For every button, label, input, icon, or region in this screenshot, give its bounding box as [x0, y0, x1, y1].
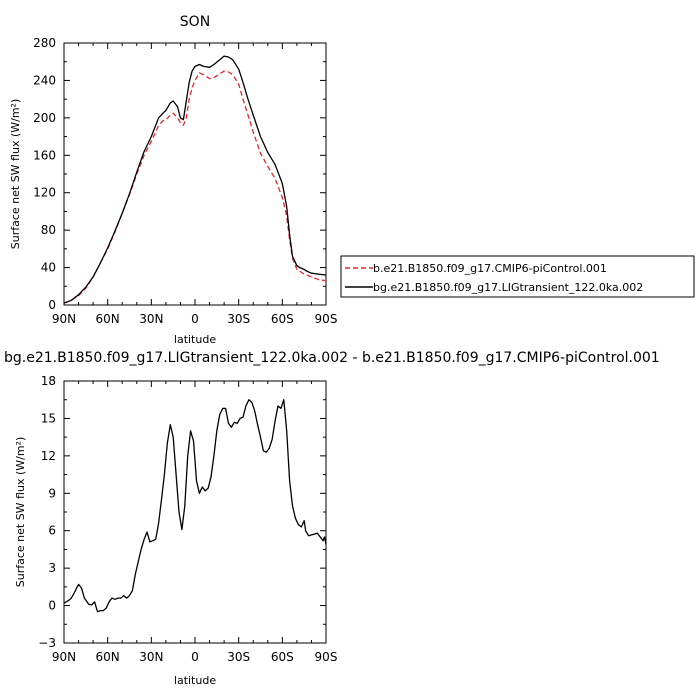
- bottom-x-tick-label: 30S: [227, 650, 250, 664]
- top-x-tick-label: 30S: [227, 312, 250, 326]
- top-panel: SON 0 40 80 120 160 200 240 280 90N 60N 30N 0 30S 60…: [9, 14, 337, 346]
- bottom-y-tick-label: 15: [41, 411, 56, 425]
- bottom-x-tick-label: 90S: [315, 650, 338, 664]
- bottom-x-tick-label: 30N: [139, 650, 163, 664]
- bottom-y-axis-label: Surface net SW flux (W/m²): [14, 437, 27, 588]
- top-x-tick-label: 30N: [139, 312, 163, 326]
- bottom-plot-frame: [63, 380, 327, 644]
- bottom-y-tick-label: 9: [48, 486, 56, 500]
- legend-entry-lig: bg.e21.B1850.f09_g17.LIGtransient_122.0k…: [373, 281, 643, 294]
- bottom-x-tick-label: 0: [191, 650, 199, 664]
- bottom-chart-title: bg.e21.B1850.f09_g17.LIGtransient_122.0k…: [4, 350, 660, 366]
- top-x-tick-label: 90N: [52, 312, 76, 326]
- top-x-tick-label: 0: [191, 312, 199, 326]
- bottom-y-tick-label: 18: [41, 374, 56, 388]
- top-plot-frame: [63, 42, 327, 306]
- top-y-tick-label: 40: [41, 261, 56, 275]
- top-series-line-2: [63, 55, 327, 304]
- legend-box: [340, 255, 695, 298]
- top-y-tick-label: 120: [33, 186, 56, 200]
- bottom-x-tick-label: 90N: [52, 650, 76, 664]
- top-y-tick-label: 0: [48, 298, 56, 312]
- top-y-tick-label: 200: [33, 111, 56, 125]
- top-y-tick-label: 160: [33, 148, 56, 162]
- bottom-x-tick-label: 60N: [96, 650, 120, 664]
- bottom-y-axis: −3 0 3 6 9 12 15 18: [38, 374, 326, 650]
- top-series-line-1: [63, 70, 327, 304]
- top-y-tick-label: 240: [33, 73, 56, 87]
- bottom-y-tick-label: 6: [48, 524, 56, 538]
- bottom-y-tick-label: −3: [38, 636, 56, 650]
- top-x-axis-label: latitude: [174, 333, 216, 346]
- top-y-axis: 0 40 80 120 160 200 240 280: [33, 36, 326, 312]
- bottom-x-tick-label: 60S: [271, 650, 294, 664]
- top-chart-title: SON: [180, 14, 210, 30]
- top-x-tick-label: 90S: [315, 312, 338, 326]
- legend-entry-control: b.e21.B1850.f09_g17.CMIP6-piControl.001: [373, 262, 607, 275]
- bottom-x-axis-label: latitude: [174, 674, 216, 687]
- top-y-tick-label: 280: [33, 36, 56, 50]
- bottom-panel: bg.e21.B1850.f09_g17.LIGtransient_122.0k…: [4, 350, 660, 687]
- bottom-y-tick-label: 12: [41, 449, 56, 463]
- top-y-tick-label: 80: [41, 223, 56, 237]
- bottom-x-axis: 90N 60N 30N 0 30S 60S 90S: [52, 381, 338, 664]
- top-y-axis-label: Surface net SW flux (W/m²): [9, 99, 22, 250]
- bottom-series-line-1: [63, 399, 327, 613]
- top-series: [63, 55, 327, 304]
- bottom-series: [63, 399, 327, 613]
- legend: b.e21.B1850.f09_g17.CMIP6-piControl.001 …: [340, 255, 695, 298]
- top-x-tick-label: 60N: [96, 312, 120, 326]
- top-x-tick-label: 60S: [271, 312, 294, 326]
- bottom-y-tick-label: 3: [48, 561, 56, 575]
- top-x-axis: 90N 60N 30N 0 30S 60S 90S: [52, 43, 338, 326]
- bottom-y-tick-label: 0: [48, 599, 56, 613]
